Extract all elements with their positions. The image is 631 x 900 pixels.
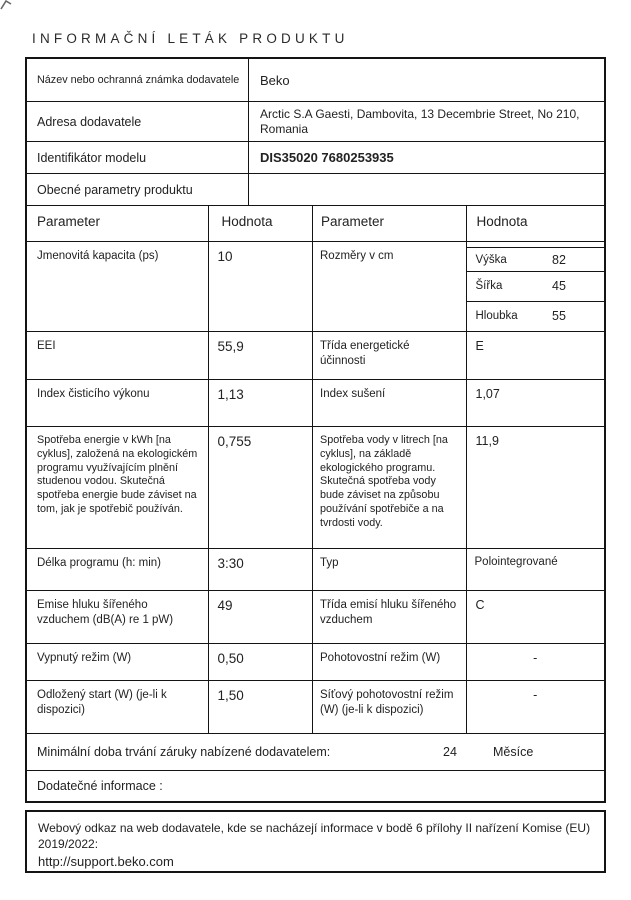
row-value: Arctic S.A Gaesti, Dambovita, 13 Decembr…: [260, 106, 580, 136]
parameter-row: Index čisticího výkonu 1,13 Index sušení…: [27, 380, 604, 427]
parameter-label: Pohotovostní režim (W): [320, 652, 441, 664]
row-label: Název nebo ochranná známka dodavatele: [27, 59, 249, 101]
column-header: Parameter: [27, 206, 209, 241]
parameter-row: Emise hluku šířeného vzduchem (dB(A) re …: [27, 591, 604, 644]
guarantee-unit: Měsíce: [493, 745, 534, 759]
dimension-row: Šířka 45: [466, 271, 604, 301]
parameter-value: 1,07: [475, 387, 500, 401]
dimension-value: 45: [552, 279, 566, 294]
additional-info-row: Dodatečné informace :: [27, 771, 604, 801]
model-identifier-value: DIS35020 7680253935: [260, 150, 394, 165]
parameter-row: Vypnutý režim (W) 0,50 Pohotovostní reži…: [27, 644, 604, 681]
parameter-value: C: [475, 598, 485, 612]
parameter-label: Délka programu (h: min): [37, 557, 161, 569]
table-row: Obecné parametry produktu: [27, 174, 604, 206]
dimension-label: Šířka: [475, 280, 503, 293]
table-row: Identifikátor modelu DIS35020 7680253935: [27, 142, 604, 174]
website-box: Webový odkaz na web dodavatele, kde se n…: [25, 810, 606, 873]
parameter-row: Odložený start (W) (je-li k dispozici) 1…: [27, 681, 604, 734]
parameter-label: Rozměry v cm: [320, 250, 394, 262]
parameter-value: 1,50: [217, 688, 244, 703]
column-header: Hodnota: [209, 206, 313, 241]
scan-corner-artifact: [0, 0, 12, 10]
row-value: [249, 174, 604, 205]
dimension-value: 55: [552, 308, 566, 323]
parameter-value: 11,9: [475, 434, 499, 448]
dimensions-subtable: Výška 82 Šířka 45 Hloubka 55: [466, 242, 604, 331]
column-header: Hodnota: [476, 214, 528, 229]
product-info-table: Název nebo ochranná známka dodavatele Be…: [25, 57, 606, 803]
parameter-label: Třída emisí hluku šířeného vzduchem: [320, 599, 457, 626]
parameter-value: 3:30: [217, 556, 244, 571]
parameter-row: Jmenovitá kapacita (ps) 10 Rozměry v cm …: [27, 242, 604, 332]
website-url: http://support.beko.com: [38, 854, 174, 869]
table-row: Název nebo ochranná známka dodavatele Be…: [27, 59, 604, 102]
dimension-row: Hloubka 55: [466, 300, 604, 331]
parameter-row: EEI 55,9 Třída energetické účinnosti E: [27, 332, 604, 380]
row-label: Adresa dodavatele: [27, 102, 249, 141]
parameter-label: Síťový pohotovostní režim (W) (je-li k d…: [320, 689, 454, 716]
parameter-label: Třída energetické účinnosti: [320, 340, 410, 367]
additional-info-label: Dodatečné informace :: [37, 779, 163, 793]
parameter-value: 49: [217, 598, 233, 613]
parameter-value: -: [533, 651, 538, 665]
column-header: Parameter: [313, 206, 467, 241]
parameter-label: Typ: [320, 557, 339, 569]
dimension-value: 82: [552, 252, 566, 267]
parameter-value: Polointegrované: [474, 556, 558, 568]
parameter-value: E: [475, 339, 484, 353]
parameter-value: 0,755: [217, 434, 252, 449]
parameter-value: -: [533, 688, 538, 702]
dimension-row: Výška 82: [466, 247, 604, 271]
row-label: Obecné parametry produktu: [27, 174, 249, 205]
parameter-label: Spotřeba energie v kWh [na cyklus], zalo…: [37, 434, 198, 515]
parameter-value: 1,13: [217, 387, 244, 402]
row-value: Beko: [260, 72, 290, 88]
parameter-label: Index sušení: [320, 388, 386, 400]
guarantee-label: Minimální doba trvání záruky nabízené do…: [37, 745, 331, 759]
parameters-header-row: Parameter Hodnota Parameter Hodnota: [27, 206, 604, 242]
parameter-label: Vypnutý režim (W): [37, 652, 132, 664]
parameter-value: 10: [217, 249, 233, 264]
parameter-row: Délka programu (h: min) 3:30 Typ Poloint…: [27, 549, 604, 591]
table-row: Adresa dodavatele Arctic S.A Gaesti, Dam…: [27, 102, 604, 142]
dimension-label: Výška: [475, 253, 507, 266]
parameter-label: Jmenovitá kapacita (ps): [37, 250, 159, 262]
dimension-label: Hloubka: [475, 309, 518, 322]
guarantee-row: Minimální doba trvání záruky nabízené do…: [27, 734, 604, 771]
parameter-label: Spotřeba vody v litrech [na cyklus], na …: [320, 434, 448, 529]
parameter-value: 55,9: [217, 339, 244, 354]
parameter-row: Spotřeba energie v kWh [na cyklus], zalo…: [27, 427, 604, 549]
row-label: Identifikátor modelu: [27, 142, 249, 173]
parameter-label: EEI: [37, 340, 56, 352]
page-title: INFORMAČNÍ LETÁK PRODUKTU: [32, 31, 349, 46]
parameter-value: 0,50: [217, 651, 244, 666]
parameter-label: Emise hluku šířeného vzduchem (dB(A) re …: [37, 599, 174, 626]
parameter-label: Odložený start (W) (je-li k dispozici): [37, 689, 167, 716]
website-info-text: Webový odkaz na web dodavatele, kde se n…: [38, 821, 591, 851]
guarantee-value: 24: [443, 745, 457, 759]
parameter-label: Index čisticího výkonu: [37, 388, 150, 400]
